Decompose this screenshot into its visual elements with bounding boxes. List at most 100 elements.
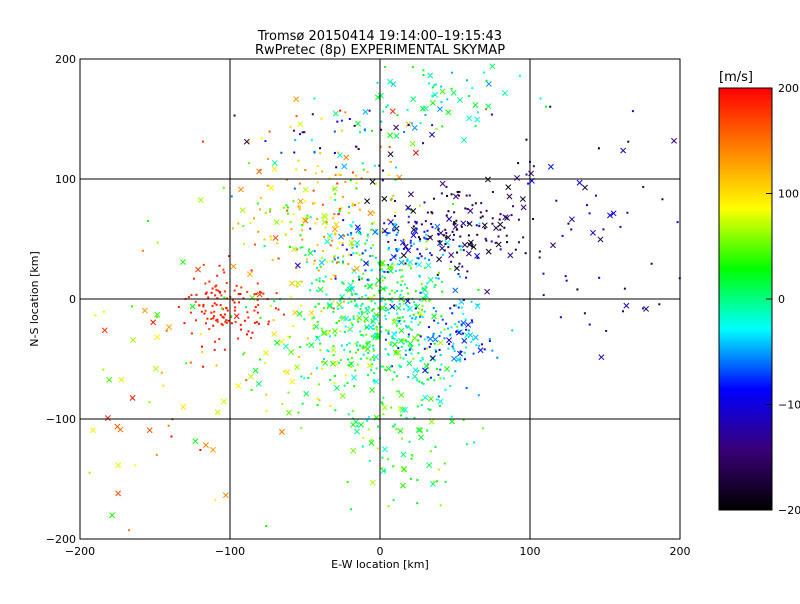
data-point-dot bbox=[247, 162, 250, 165]
data-point-dot bbox=[432, 334, 435, 337]
data-point-dot bbox=[597, 147, 600, 150]
data-point-dot bbox=[304, 200, 307, 203]
data-point-dot bbox=[327, 332, 330, 335]
data-point-cross bbox=[220, 398, 227, 405]
data-point-cross bbox=[506, 193, 513, 200]
data-point-dot bbox=[352, 221, 355, 224]
data-point-dot bbox=[369, 358, 372, 361]
data-point-dot bbox=[414, 220, 417, 223]
data-point-dot bbox=[315, 278, 318, 281]
data-point-dot bbox=[378, 289, 381, 292]
data-point-cross bbox=[291, 246, 298, 253]
data-point-dot bbox=[413, 301, 416, 304]
data-point-cross bbox=[289, 378, 296, 385]
data-point-dot bbox=[517, 162, 520, 165]
data-point-dot bbox=[453, 211, 456, 214]
data-point-dot bbox=[410, 209, 413, 212]
data-point-dot bbox=[338, 207, 341, 210]
data-point-dot bbox=[380, 365, 383, 368]
data-point-dot bbox=[400, 289, 403, 292]
data-point-dot bbox=[396, 263, 399, 266]
data-point-dot bbox=[422, 74, 425, 77]
data-point-dot bbox=[247, 141, 250, 144]
data-point-cross bbox=[338, 233, 344, 240]
data-point-dot bbox=[347, 212, 350, 215]
data-point-dot bbox=[424, 113, 427, 116]
data-point-dot bbox=[430, 222, 433, 225]
data-point-cross bbox=[115, 490, 122, 497]
data-point-cross bbox=[104, 415, 111, 421]
data-point-dot bbox=[499, 213, 502, 216]
data-point-cross bbox=[393, 133, 400, 139]
data-point-dot bbox=[351, 409, 354, 412]
data-point-dot bbox=[399, 283, 402, 286]
data-point-dot bbox=[472, 352, 475, 355]
data-point-dot bbox=[329, 196, 332, 199]
data-point-dot bbox=[336, 261, 339, 264]
data-point-dot bbox=[483, 348, 486, 351]
data-point-dot bbox=[462, 298, 465, 301]
data-point-dot bbox=[442, 377, 445, 380]
data-point-dot bbox=[372, 380, 375, 383]
data-point-cross bbox=[461, 241, 468, 248]
data-point-cross bbox=[576, 179, 583, 186]
data-point-dot bbox=[345, 343, 348, 346]
data-point-dot bbox=[368, 340, 371, 343]
data-point-dot bbox=[215, 364, 218, 367]
data-point-dot bbox=[499, 228, 502, 231]
data-point-cross bbox=[550, 242, 556, 249]
data-point-dot bbox=[160, 371, 163, 374]
data-point-dot bbox=[476, 257, 479, 260]
data-point-dot bbox=[200, 345, 203, 348]
data-point-dot bbox=[350, 508, 353, 511]
data-point-dot bbox=[376, 447, 379, 450]
data-point-cross bbox=[332, 360, 339, 367]
data-point-cross bbox=[326, 303, 333, 310]
data-point-dot bbox=[352, 269, 355, 272]
data-point-cross bbox=[412, 367, 419, 374]
data-point-dot bbox=[354, 369, 357, 372]
data-point-dot bbox=[387, 505, 390, 508]
data-point-cross bbox=[314, 335, 321, 342]
data-point-dot bbox=[380, 401, 383, 404]
data-point-cross bbox=[452, 193, 459, 200]
data-point-dot bbox=[393, 337, 396, 340]
data-point-dot bbox=[362, 272, 365, 275]
data-point-dot bbox=[348, 205, 351, 208]
data-point-dot bbox=[295, 115, 298, 118]
data-point-cross bbox=[358, 421, 365, 428]
data-point-dot bbox=[332, 353, 335, 356]
data-point-dot bbox=[373, 359, 376, 362]
data-point-dot bbox=[398, 364, 401, 367]
data-point-dot bbox=[661, 198, 664, 201]
data-point-cross bbox=[89, 427, 96, 434]
data-point-dot bbox=[214, 499, 217, 502]
data-point-dot bbox=[458, 262, 461, 265]
data-point-dot bbox=[385, 106, 388, 109]
data-point-dot bbox=[387, 308, 390, 311]
data-point-dot bbox=[478, 344, 481, 347]
data-point-cross bbox=[427, 335, 434, 342]
data-point-dot bbox=[450, 326, 453, 329]
data-point-dot bbox=[219, 313, 222, 316]
data-point-dot bbox=[353, 124, 356, 127]
data-point-dot bbox=[433, 197, 436, 200]
data-point-dot bbox=[88, 471, 91, 474]
data-point-dot bbox=[328, 335, 331, 338]
data-point-cross bbox=[502, 214, 509, 221]
data-point-cross bbox=[465, 321, 472, 328]
data-point-dot bbox=[310, 372, 313, 375]
data-point-dot bbox=[382, 396, 385, 399]
data-point-dot bbox=[397, 248, 400, 251]
data-point-dot bbox=[298, 202, 301, 205]
data-point-dot bbox=[214, 285, 217, 288]
data-point-dot bbox=[399, 356, 402, 359]
data-point-cross bbox=[393, 124, 400, 131]
data-point-dot bbox=[417, 323, 420, 326]
data-point-cross bbox=[393, 349, 400, 356]
data-point-dot bbox=[369, 255, 372, 258]
data-point-dot bbox=[351, 204, 354, 207]
data-point-dot bbox=[421, 304, 424, 307]
data-point-dot bbox=[407, 124, 410, 127]
data-point-dot bbox=[360, 333, 363, 336]
